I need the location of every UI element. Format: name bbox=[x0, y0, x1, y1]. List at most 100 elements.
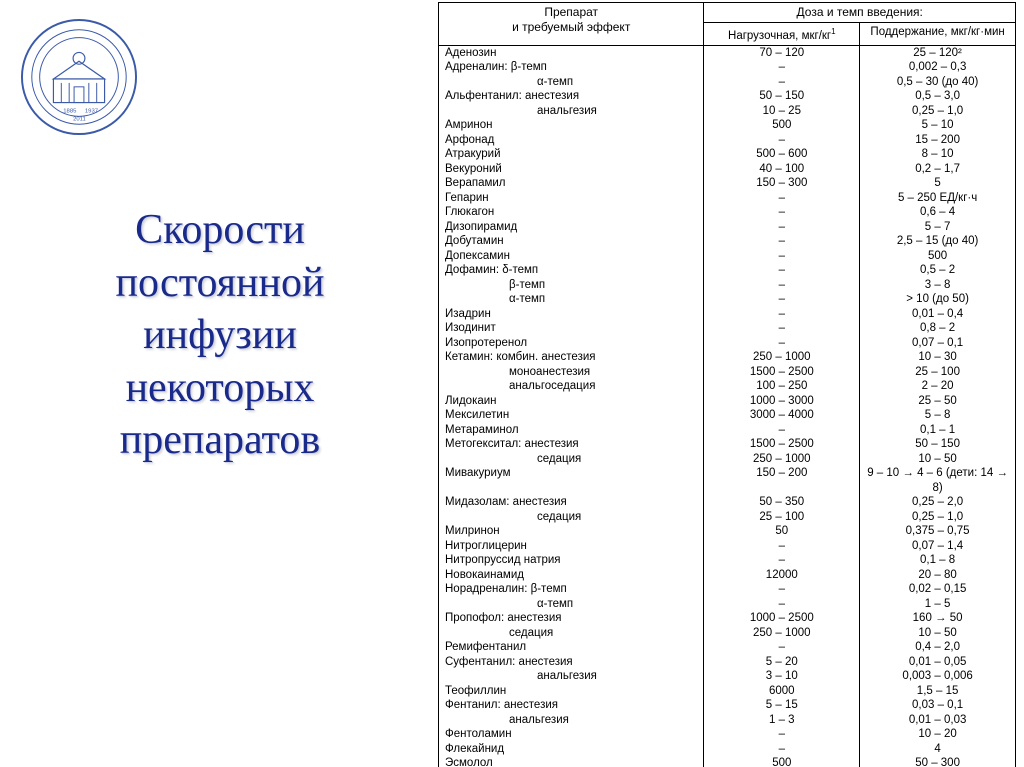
table-row: Глюкагон–0,6 – 4 bbox=[439, 205, 1016, 220]
cell-maint: 10 – 50 bbox=[860, 452, 1016, 467]
cell-load: – bbox=[704, 727, 860, 742]
cell-maint: 20 – 80 bbox=[860, 568, 1016, 583]
cell-load: – bbox=[704, 336, 860, 351]
cell-drug: Норадреналин: β-темп bbox=[439, 582, 704, 597]
cell-drug: Добутамин bbox=[439, 234, 704, 249]
cell-drug: Допексамин bbox=[439, 249, 704, 264]
cell-load: 25 – 100 bbox=[704, 510, 860, 525]
cell-drug: Адреналин: β-темп bbox=[439, 60, 704, 75]
cell-maint: 4 bbox=[860, 742, 1016, 757]
cell-drug: Кетамин: комбин. анестезия bbox=[439, 350, 704, 365]
cell-load: – bbox=[704, 423, 860, 438]
cell-drug: Мивакуриум bbox=[439, 466, 704, 495]
cell-load: – bbox=[704, 307, 860, 322]
cell-drug: Мидазолам: анестезия bbox=[439, 495, 704, 510]
cell-load: 10 – 25 bbox=[704, 104, 860, 119]
title-line: инфузии bbox=[143, 312, 297, 358]
cell-load: 6000 bbox=[704, 684, 860, 699]
cell-maint: 5 – 8 bbox=[860, 408, 1016, 423]
cell-maint: 5 bbox=[860, 176, 1016, 191]
cell-maint: 10 – 30 bbox=[860, 350, 1016, 365]
table-row: Ремифентанил–0,4 – 2,0 bbox=[439, 640, 1016, 655]
cell-load: – bbox=[704, 640, 860, 655]
title-line: некоторых bbox=[126, 365, 315, 411]
hdr-maint: Поддержание, мкг/кг·мин bbox=[860, 22, 1016, 45]
cell-maint: 0,5 – 2 bbox=[860, 263, 1016, 278]
table-row: Норадреналин: β-темп–0,02 – 0,15 bbox=[439, 582, 1016, 597]
cell-load: – bbox=[704, 742, 860, 757]
cell-maint: 500 bbox=[860, 249, 1016, 264]
table-row: Суфентанил: анестезия5 – 200,01 – 0,05 bbox=[439, 655, 1016, 670]
cell-maint: 0,01 – 0,05 bbox=[860, 655, 1016, 670]
cell-maint: 15 – 200 bbox=[860, 133, 1016, 148]
table-row: Допексамин–500 bbox=[439, 249, 1016, 264]
table-row: Дофамин: δ-темп–0,5 – 2 bbox=[439, 263, 1016, 278]
cell-maint: 50 – 150 bbox=[860, 437, 1016, 452]
cell-drug: Фентоламин bbox=[439, 727, 704, 742]
cell-load: 500 bbox=[704, 756, 860, 767]
university-seal: 1885 1937 2011 bbox=[20, 18, 138, 136]
cell-maint: 160 → 50 bbox=[860, 611, 1016, 626]
cell-load: 12000 bbox=[704, 568, 860, 583]
cell-load: 1 – 3 bbox=[704, 713, 860, 728]
cell-maint: 0,003 – 0,006 bbox=[860, 669, 1016, 684]
table-row: Мидазолам: анестезия50 – 3500,25 – 2,0 bbox=[439, 495, 1016, 510]
cell-maint: 0,01 – 0,4 bbox=[860, 307, 1016, 322]
table-row: Векуроний40 – 1000,2 – 1,7 bbox=[439, 162, 1016, 177]
cell-maint: 25 – 100 bbox=[860, 365, 1016, 380]
cell-maint: 1,5 – 15 bbox=[860, 684, 1016, 699]
cell-drug: Аденозин bbox=[439, 45, 704, 60]
cell-load: – bbox=[704, 582, 860, 597]
cell-drug: Верапамил bbox=[439, 176, 704, 191]
cell-load: 500 bbox=[704, 118, 860, 133]
cell-drug: анальгезия bbox=[439, 104, 704, 119]
table-row: Фентоламин–10 – 20 bbox=[439, 727, 1016, 742]
table-body: Аденозин70 – 12025 – 120²Адреналин: β-те… bbox=[439, 45, 1016, 767]
cell-load: 100 – 250 bbox=[704, 379, 860, 394]
cell-load: – bbox=[704, 539, 860, 554]
cell-load: – bbox=[704, 133, 860, 148]
cell-drug: Нитроглицерин bbox=[439, 539, 704, 554]
cell-drug: седация bbox=[439, 452, 704, 467]
cell-maint: 0,4 – 2,0 bbox=[860, 640, 1016, 655]
title-line: Скорости bbox=[135, 207, 305, 253]
cell-maint: 0,002 – 0,3 bbox=[860, 60, 1016, 75]
table-row: Аденозин70 – 12025 – 120² bbox=[439, 45, 1016, 60]
table-row: Альфентанил: анестезия50 – 1500,5 – 3,0 bbox=[439, 89, 1016, 104]
cell-load: – bbox=[704, 234, 860, 249]
table-row: Пропофол: анестезия1000 – 2500160 → 50 bbox=[439, 611, 1016, 626]
table-row: Милринон500,375 – 0,75 bbox=[439, 524, 1016, 539]
table-row: Дизопирамид–5 – 7 bbox=[439, 220, 1016, 235]
table-row: Новокаинамид1200020 – 80 bbox=[439, 568, 1016, 583]
cell-load: 250 – 1000 bbox=[704, 626, 860, 641]
cell-load: – bbox=[704, 191, 860, 206]
table-row: Верапамил150 – 3005 bbox=[439, 176, 1016, 191]
table-row: Добутамин–2,5 – 15 (до 40) bbox=[439, 234, 1016, 249]
cell-drug: анальгезия bbox=[439, 713, 704, 728]
cell-drug: Атракурий bbox=[439, 147, 704, 162]
cell-maint: 0,07 – 0,1 bbox=[860, 336, 1016, 351]
table-row: Кетамин: комбин. анестезия250 – 100010 –… bbox=[439, 350, 1016, 365]
title-line: постоянной bbox=[116, 260, 325, 306]
cell-load: – bbox=[704, 205, 860, 220]
seal-date-2: 1937 bbox=[85, 108, 98, 114]
cell-drug: Нитропруссид натрия bbox=[439, 553, 704, 568]
table-row: анальгоседация100 – 2502 – 20 bbox=[439, 379, 1016, 394]
cell-drug: Фентанил: анестезия bbox=[439, 698, 704, 713]
table-row: Метараминол–0,1 – 1 bbox=[439, 423, 1016, 438]
table-row: Адреналин: β-темп–0,002 – 0,3 bbox=[439, 60, 1016, 75]
cell-load: – bbox=[704, 220, 860, 235]
cell-load: 70 – 120 bbox=[704, 45, 860, 60]
cell-maint: 5 – 10 bbox=[860, 118, 1016, 133]
table-row: β-темп–3 – 8 bbox=[439, 278, 1016, 293]
cell-maint: 0,1 – 1 bbox=[860, 423, 1016, 438]
cell-drug: Пропофол: анестезия bbox=[439, 611, 704, 626]
cell-load: – bbox=[704, 263, 860, 278]
cell-drug: Альфентанил: анестезия bbox=[439, 89, 704, 104]
cell-maint: 0,02 – 0,15 bbox=[860, 582, 1016, 597]
table-row: Нитропруссид натрия–0,1 – 8 bbox=[439, 553, 1016, 568]
table-row: анальгезия1 – 30,01 – 0,03 bbox=[439, 713, 1016, 728]
cell-maint: 3 – 8 bbox=[860, 278, 1016, 293]
cell-maint: 2,5 – 15 (до 40) bbox=[860, 234, 1016, 249]
page: 1885 1937 2011 Скорости постоянной инфуз… bbox=[0, 0, 1024, 767]
